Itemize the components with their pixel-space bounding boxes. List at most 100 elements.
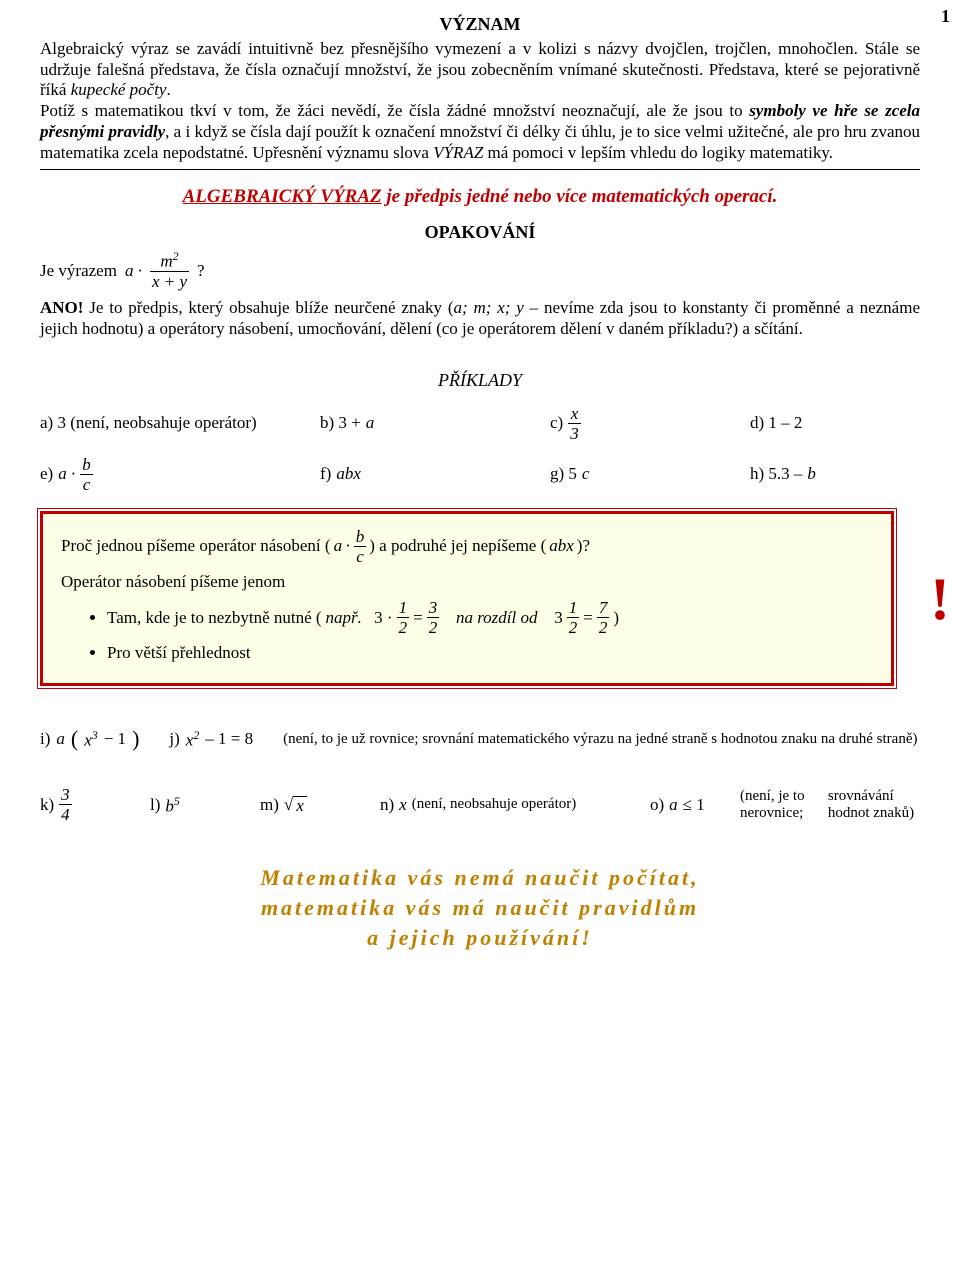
box-c: c bbox=[354, 548, 366, 565]
page-number: 1 bbox=[941, 6, 950, 27]
frac-den: x + y bbox=[150, 273, 189, 290]
ex-l-bv: b bbox=[165, 796, 174, 815]
ex-h-v: b bbox=[807, 464, 816, 484]
intro-paragraph: Algebraický výraz se zavádí intuitivně b… bbox=[40, 39, 920, 163]
examples-row-ij: i) a ( x3 − 1 ) j) x2 – 1 = 8 (není, to … bbox=[40, 726, 920, 752]
num-m-sq: 2 bbox=[173, 249, 179, 263]
examples-row-ko: k) 3 4 l) b5 m) √x n) x (není, neobsahuj… bbox=[40, 786, 920, 823]
ex-b-a: a bbox=[366, 413, 375, 433]
ex-o-note: (není, je to nerovnice; srovnávání hodno… bbox=[740, 788, 920, 822]
ex-l: l) b5 bbox=[150, 794, 260, 817]
sqrt-icon: √x bbox=[284, 796, 307, 814]
ex-c-frac: x 3 bbox=[568, 405, 581, 442]
box-bullet1: Tam, kde je to nezbytně nutné (např. 3 ·… bbox=[107, 599, 873, 636]
ano-t1: Je to předpis, který obsahuje blíže neur… bbox=[83, 298, 453, 317]
sqrt-radical: √ bbox=[284, 796, 293, 813]
box-abx: abx bbox=[549, 535, 574, 558]
b1-f2d: 2 bbox=[427, 619, 440, 636]
jevyraz-frac: m2 x + y bbox=[150, 251, 189, 290]
intro-t1b: . bbox=[166, 80, 170, 99]
ex-b: b) 3 + a bbox=[320, 413, 550, 433]
ex-m-l: m) bbox=[260, 795, 279, 815]
ex-i-open: ( bbox=[71, 726, 78, 752]
ex-l-l: l) bbox=[150, 795, 160, 815]
b1-eq: = bbox=[413, 607, 423, 630]
ex-k-l: k) bbox=[40, 795, 54, 815]
note-box: Proč jednou píšeme operátor násobení ( a… bbox=[40, 511, 894, 687]
ex-n: n) x (není, neobsahuje operátor) bbox=[380, 795, 650, 815]
ex-k: k) 3 4 bbox=[40, 786, 150, 823]
b1-f3n: 1 bbox=[567, 599, 580, 616]
title: VÝZNAM bbox=[40, 14, 920, 35]
ex-i-exp: 3 bbox=[92, 728, 98, 742]
b1-f1: 12 bbox=[397, 599, 410, 636]
intro-t2c: má pomoci v lepším vhledu do logiky mate… bbox=[483, 143, 833, 162]
ex-j-rest: – 1 = 8 bbox=[205, 729, 253, 749]
kupecke-pocty: kupecké počty bbox=[71, 80, 167, 99]
ano-lead: ANO! bbox=[40, 298, 83, 317]
ex-j-note: (není, to je už rovnice; srovnání matema… bbox=[283, 731, 920, 748]
ex-g-l: g) 5 bbox=[550, 464, 577, 484]
box-bullet2: Pro větší přehlednost bbox=[107, 642, 873, 665]
box-bullets: Tam, kde je to nezbytně nutné (např. 3 ·… bbox=[61, 599, 873, 665]
num-m: m bbox=[160, 252, 172, 271]
ex-n-l: n) bbox=[380, 795, 394, 815]
exclamation-icon: ! bbox=[930, 565, 950, 634]
b1-eq2l: 3 bbox=[554, 607, 563, 630]
b1-eq2: = bbox=[583, 607, 593, 630]
intro-t1: Algebraický výraz se zavádí intuitivně b… bbox=[40, 39, 920, 99]
ex-b-l: b) 3 + bbox=[320, 413, 361, 433]
b1-f1n: 1 bbox=[397, 599, 410, 616]
b1-eq1l: 3 · bbox=[374, 607, 392, 630]
b1-f4: 72 bbox=[597, 599, 610, 636]
box-line1: Proč jednou píšeme operátor násobení ( a… bbox=[61, 528, 873, 565]
ex-j-exp: 2 bbox=[193, 728, 199, 742]
tagline-l2: matematika vás má naučit pravidlům bbox=[40, 893, 920, 923]
ex-l-b: b5 bbox=[165, 794, 179, 817]
page: 1 VÝZNAM Algebraický výraz se zavádí int… bbox=[40, 0, 920, 992]
box-dot: · bbox=[345, 535, 351, 558]
ex-i-x: x3 bbox=[84, 728, 98, 751]
box-b: b bbox=[354, 528, 367, 545]
tagline: Matematika vás nemá naučit počítat, mate… bbox=[40, 863, 920, 952]
ex-c-l: c) bbox=[550, 413, 563, 433]
ex-o: o) a ≤ 1 bbox=[650, 795, 740, 815]
ex-d-text: d) 1 – 2 bbox=[750, 413, 802, 433]
ex-i: i) a ( x3 − 1 ) bbox=[40, 726, 139, 752]
ex-c-num: x bbox=[569, 405, 581, 422]
ex-n-x: x bbox=[399, 795, 407, 815]
ano-paragraph: ANO! Je to předpis, který obsahuje blíže… bbox=[40, 298, 920, 339]
b1-close: ) bbox=[613, 607, 619, 630]
ex-k-num: 3 bbox=[59, 786, 72, 803]
box-l1b: ) a podruhé jej nepíšeme ( bbox=[369, 535, 546, 558]
ex-o-a: a bbox=[669, 795, 678, 815]
ex-a-text: a) 3 (není, neobsahuje operátor) bbox=[40, 413, 257, 433]
b1-f4n: 7 bbox=[597, 599, 610, 616]
priklady-heading: PŘÍKLADY bbox=[40, 370, 920, 391]
b1-f3d: 2 bbox=[567, 619, 580, 636]
box-l1c: )? bbox=[577, 535, 590, 558]
ex-g-v: c bbox=[582, 464, 590, 484]
jevyraz-a: a · bbox=[125, 261, 142, 281]
ex-j-x: x2 bbox=[186, 728, 200, 751]
ex-m: m) √x bbox=[260, 795, 380, 815]
ex-l-exp: 5 bbox=[174, 794, 180, 808]
b1-f4d: 2 bbox=[597, 619, 610, 636]
ex-c: c) x 3 bbox=[550, 405, 750, 442]
ex-i-a: a bbox=[56, 729, 65, 749]
b1-a: Tam, kde je to nezbytně nutné ( bbox=[107, 607, 322, 630]
ex-k-den: 4 bbox=[59, 806, 72, 823]
box-a: a bbox=[334, 535, 343, 558]
note-box-wrap: Proč jednou píšeme operátor násobení ( a… bbox=[40, 511, 920, 687]
ano-vars: a; m; x; y bbox=[454, 298, 524, 317]
definition-rest: je předpis jedné nebo více matematických… bbox=[382, 186, 778, 207]
ex-a: a) 3 (není, neobsahuje operátor) bbox=[40, 413, 320, 433]
divider bbox=[40, 169, 920, 170]
ex-c-den: 3 bbox=[568, 425, 581, 442]
box-frac: b c bbox=[354, 528, 367, 565]
examples-row-2: e) a · b c f) abx g) 5c h) 5.3 – b bbox=[40, 456, 920, 493]
ex-j-l: j) bbox=[169, 729, 179, 749]
ex-i-close: ) bbox=[132, 726, 139, 752]
ex-e-l: e) bbox=[40, 464, 53, 484]
ex-i-m1: − 1 bbox=[104, 729, 126, 749]
